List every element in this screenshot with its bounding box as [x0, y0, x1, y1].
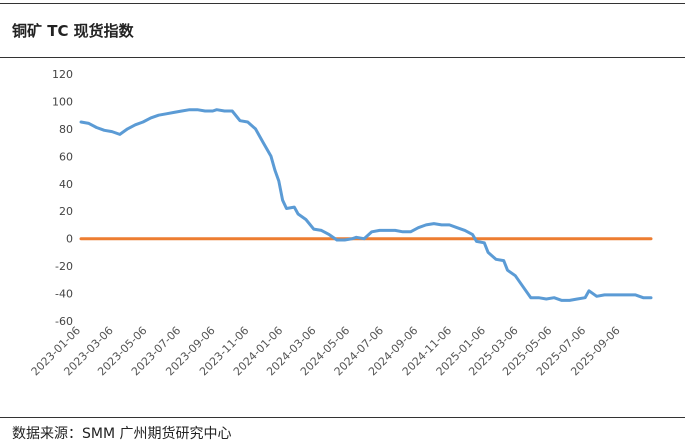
chart-area: 120 100 80 60 40 20 0 -20 -40 -60 2023-01-062023-… — [29, 68, 653, 378]
source-note: 数据来源：SMM 广州期货研究中心 — [12, 426, 232, 442]
y-tick-label: 120 — [52, 68, 73, 81]
y-tick-label: -40 — [55, 288, 73, 301]
y-tick-label: 0 — [66, 233, 73, 246]
tc-index-line — [79, 108, 653, 302]
chart-title: 铜矿 TC 现货指数 — [12, 22, 134, 40]
bottom-rule — [0, 417, 685, 418]
title-rule — [0, 57, 685, 58]
y-axis: 120 100 80 60 40 20 0 -20 -40 -60 — [52, 68, 73, 328]
y-tick-label: 20 — [59, 205, 73, 218]
y-tick-label: 40 — [59, 178, 73, 191]
top-rule — [0, 3, 685, 4]
y-tick-label: -20 — [55, 260, 73, 273]
y-tick-label: -60 — [55, 315, 73, 328]
series-layer — [79, 108, 653, 302]
x-axis: 2023-01-062023-03-062023-05-062023-07-06… — [29, 324, 623, 378]
y-tick-label: 80 — [59, 123, 73, 136]
y-tick-label: 60 — [59, 150, 73, 163]
y-tick-label: 100 — [52, 95, 73, 108]
